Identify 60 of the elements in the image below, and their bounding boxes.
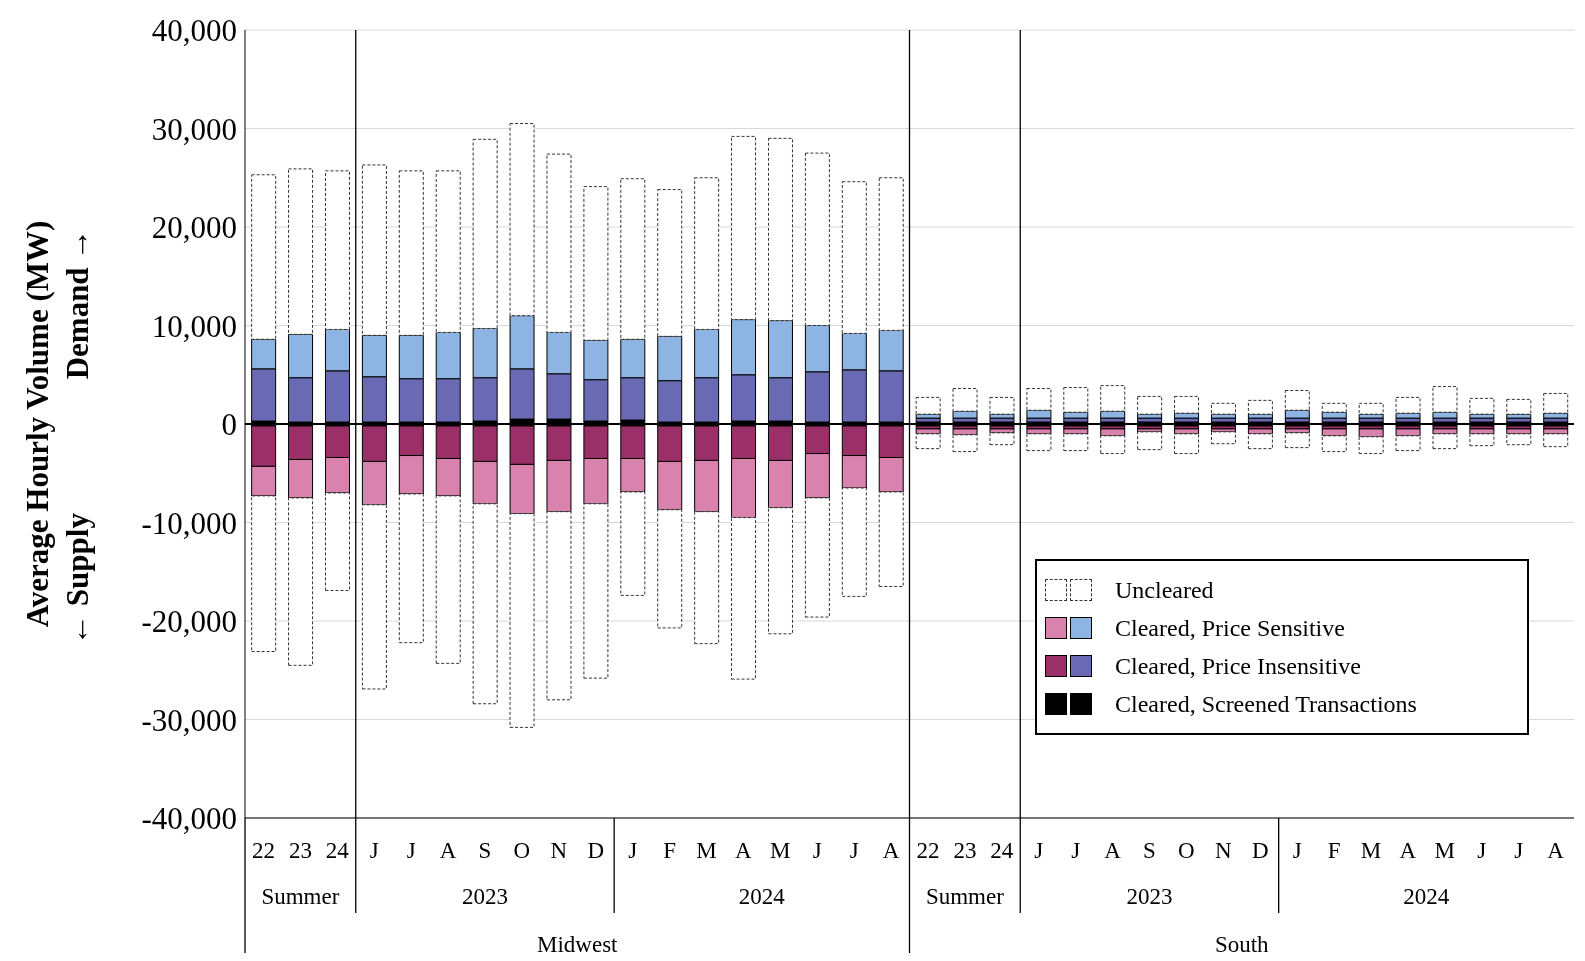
x-tick-label: A: [1399, 838, 1417, 863]
x-tick-label: 24: [990, 838, 1014, 863]
x-tick-label: J: [628, 838, 638, 863]
x-tick-label: F: [663, 838, 676, 863]
x-tick-label: O: [1178, 838, 1195, 863]
x-tick-label: J: [406, 838, 416, 863]
x-tick-label: S: [478, 838, 492, 863]
text: 2023: [1126, 884, 1173, 909]
y-tick-label: 20,000: [151, 210, 237, 246]
legend-label: Cleared, Screened Transactions: [1115, 690, 1417, 718]
legend-label: Uncleared: [1115, 576, 1214, 604]
y-axis-title: Average Hourly Volume (MW): [20, 220, 55, 628]
x-tick-label: J: [369, 838, 379, 863]
x-tick-label: S: [1143, 838, 1156, 863]
x-tick-label: A: [439, 838, 457, 863]
x-tick-label: A: [735, 838, 753, 863]
x-tick-label: J: [812, 838, 822, 863]
x-tick-label: J: [1477, 838, 1487, 863]
x-tick-label: J: [1034, 838, 1044, 863]
x-tick-label: 22: [916, 838, 940, 863]
legend-label: Cleared, Price Insensitive: [1115, 652, 1361, 680]
y-tick-label: -30,000: [141, 702, 237, 738]
x-tick-label: J: [1514, 838, 1524, 863]
y-tick-label: 10,000: [151, 308, 237, 344]
text: 2023: [461, 884, 508, 909]
x-tick-label: M: [1434, 838, 1456, 863]
y-tick-label: -40,000: [141, 801, 237, 837]
x-tick-label: 23: [288, 838, 312, 863]
x-tick-label: 24: [325, 838, 350, 863]
y-tick-label: 40,000: [151, 13, 237, 49]
x-tick-label: A: [1104, 838, 1122, 863]
text: 2024: [738, 884, 786, 909]
x-tick-label: M: [1360, 838, 1382, 863]
x-tick-label: 23: [953, 838, 977, 863]
x-tick-label: M: [770, 838, 791, 863]
x-tick-label: D: [587, 838, 605, 863]
text: Midwest: [537, 932, 619, 957]
x-tick-label: N: [1214, 838, 1232, 863]
x-tick-label: O: [513, 838, 531, 863]
x-tick-label: 22: [251, 838, 275, 863]
x-tick-label: D: [1251, 838, 1269, 863]
x-tick-label: J: [1292, 838, 1302, 863]
y-tick-label: -20,000: [141, 604, 237, 640]
y-tick-label: -10,000: [141, 505, 237, 541]
y-tick-label: 30,000: [151, 111, 237, 147]
text: 2024: [1403, 884, 1450, 909]
text: Summer: [261, 884, 340, 909]
text: Demand →: [60, 228, 95, 380]
x-tick-label: J: [849, 838, 859, 863]
x-tick-label: N: [550, 838, 568, 863]
text: ← Supply: [60, 512, 95, 645]
y-tick-label: 0: [221, 407, 237, 443]
x-tick-label: A: [1547, 838, 1565, 863]
x-tick-label: A: [882, 838, 900, 863]
text: Summer: [925, 884, 1005, 909]
x-tick-label: F: [1327, 838, 1341, 863]
x-tick-label: J: [1071, 838, 1081, 863]
x-tick-label: M: [696, 838, 717, 863]
text: South: [1214, 932, 1270, 957]
legend-label: Cleared, Price Sensitive: [1115, 614, 1345, 642]
